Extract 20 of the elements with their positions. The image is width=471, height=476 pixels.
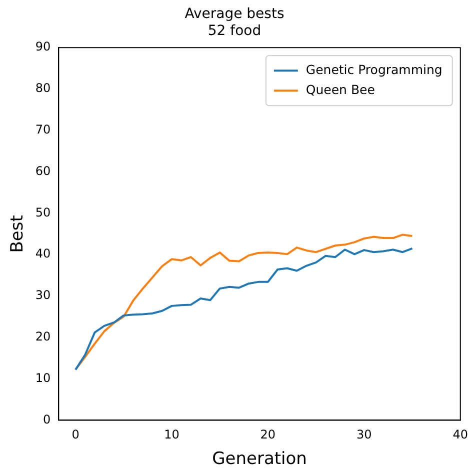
y-tick-label: 20 bbox=[35, 330, 51, 344]
y-tick-label: 60 bbox=[35, 164, 51, 178]
y-tick-label: 70 bbox=[35, 122, 51, 137]
y-tick-label: 30 bbox=[35, 288, 51, 302]
y-tick-label: 0 bbox=[43, 412, 51, 426]
legend-label: Genetic Programming bbox=[306, 62, 442, 77]
y-axis-title: Best bbox=[8, 214, 28, 253]
x-tick-label: 0 bbox=[72, 428, 80, 442]
legend-label: Queen Bee bbox=[306, 82, 376, 97]
x-axis-title: Generation bbox=[212, 449, 307, 470]
x-tick-label: 30 bbox=[356, 428, 372, 442]
y-tick-label: 40 bbox=[35, 246, 51, 261]
y-tick-label: 10 bbox=[35, 370, 51, 385]
x-tick-label: 10 bbox=[164, 428, 180, 442]
x-tick-label: 40 bbox=[452, 428, 468, 442]
y-tick-label: 90 bbox=[35, 40, 51, 54]
y-tick-label: 50 bbox=[35, 205, 51, 220]
y-tick-label: 80 bbox=[35, 81, 51, 96]
chart-title: Average bests 52 food bbox=[184, 6, 284, 39]
x-tick-label: 20 bbox=[260, 428, 276, 442]
